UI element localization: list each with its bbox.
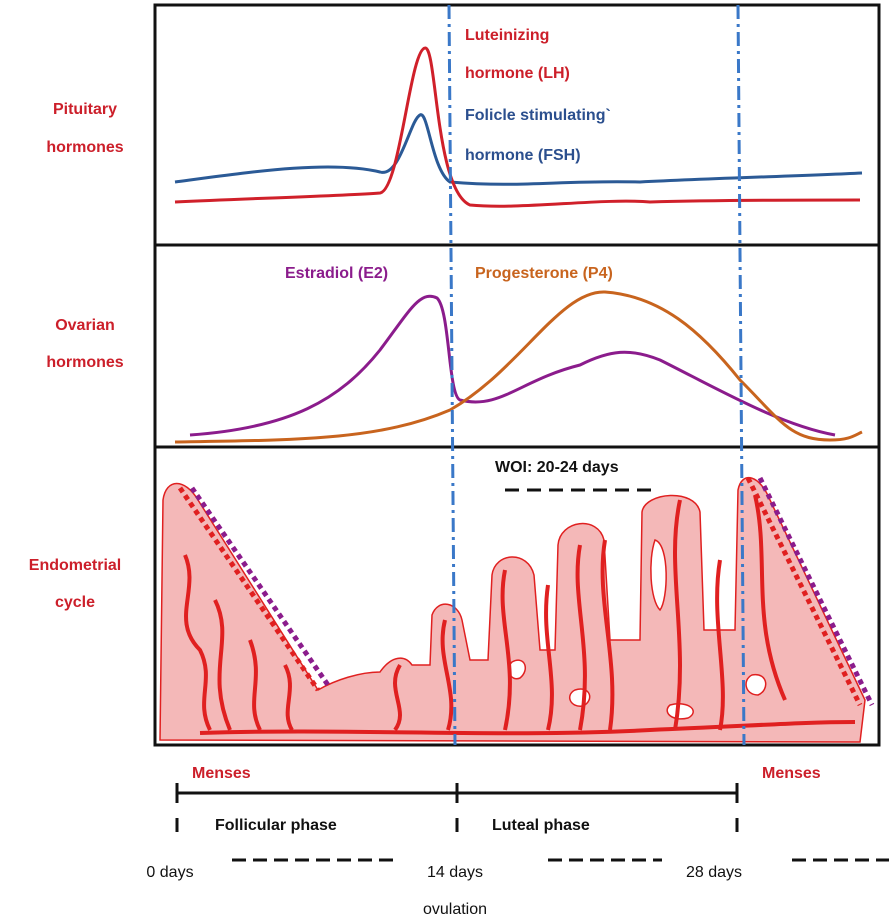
lh-label: hormone (LH) xyxy=(465,65,570,82)
row-label: cycle xyxy=(55,594,95,611)
woi-label: WOI: 20-24 days xyxy=(495,459,619,476)
row-label: hormones xyxy=(46,139,123,156)
day-label: 14 days xyxy=(427,864,483,881)
lh-curve xyxy=(174,46,861,208)
vessels xyxy=(183,494,856,736)
row-labels: Pituitary hormones Ovarian hormones Endo… xyxy=(29,101,124,611)
menses-label: Menses xyxy=(192,765,251,782)
ovulation-label: ovulation xyxy=(423,901,487,918)
row-label: Pituitary xyxy=(53,101,117,118)
fsh-label: hormone (FSH) xyxy=(465,147,581,164)
estradiol-curve xyxy=(189,294,836,437)
phase-label: Follicular phase xyxy=(215,817,337,834)
day-labels: 0 days 14 days 28 days ovulation xyxy=(146,864,742,918)
curves xyxy=(174,46,863,444)
panel xyxy=(153,445,881,747)
phase-label: Luteal phase xyxy=(492,817,590,834)
menses: Menses Menses xyxy=(192,765,821,782)
phase-lines xyxy=(447,4,746,746)
fsh-curve xyxy=(174,113,863,186)
progesterone-label: Progesterone (P4) xyxy=(475,265,613,282)
row-label: hormones xyxy=(46,354,123,371)
row-label: Endometrial xyxy=(29,557,121,574)
endometrium xyxy=(159,476,875,743)
day-label: 28 days xyxy=(686,864,742,881)
panel-labels: Luteinizing hormone (LH) Folicle stimula… xyxy=(285,27,619,476)
day-label: 0 days xyxy=(146,864,193,881)
endometrium-tissue xyxy=(159,476,866,743)
menses-label: Menses xyxy=(762,765,821,782)
panels xyxy=(153,3,881,747)
phase-bracket xyxy=(175,783,739,832)
phase-labels: Follicular phase Luteal phase xyxy=(215,817,590,834)
lh-label: Luteinizing xyxy=(465,27,549,44)
progesterone-curve xyxy=(174,290,863,444)
row-label: Ovarian xyxy=(55,317,115,334)
fsh-label: Folicle stimulating` xyxy=(465,107,611,124)
estradiol-label: Estradiol (E2) xyxy=(285,265,388,282)
